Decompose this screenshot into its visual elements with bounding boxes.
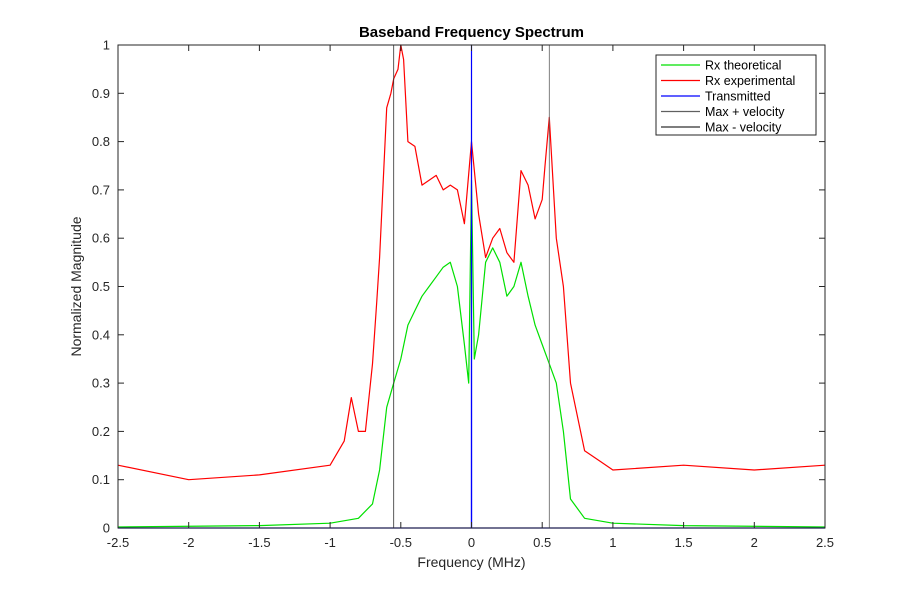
legend-label: Transmitted	[705, 90, 771, 104]
x-tick-label: 2.5	[816, 535, 834, 550]
legend-label: Max + velocity	[705, 105, 785, 119]
y-tick-label: 0.4	[92, 327, 110, 342]
x-axis: -2.5 -2 -1.5 -1 -0.5 0 0.5 1 1.5 2 2.5	[107, 45, 834, 550]
y-tick-label: 0.7	[92, 182, 110, 197]
y-tick-label: 0.5	[92, 279, 110, 294]
x-tick-label: -2	[183, 535, 195, 550]
x-tick-label: -2.5	[107, 535, 129, 550]
y-tick-label: 0.8	[92, 134, 110, 149]
x-tick-label: 0	[468, 535, 475, 550]
y-tick-label: 0	[103, 521, 110, 536]
x-tick-label: 1.5	[675, 535, 693, 550]
x-tick-label: 2	[751, 535, 758, 550]
x-axis-label: Frequency (MHz)	[417, 554, 525, 570]
legend-label: Max - velocity	[705, 121, 782, 135]
legend-box	[655, 54, 817, 136]
chart-title: Baseband Frequency Spectrum	[359, 24, 584, 41]
legend-label: Rx experimental	[705, 74, 795, 88]
series-rx-experimental	[117, 44, 826, 481]
y-tick-label: 1	[103, 38, 110, 53]
y-axis: 0 0.1 0.2 0.3 0.4 0.5 0.6 0.7 0.8 0.9 1	[92, 38, 825, 536]
y-tick-label: 0.3	[92, 376, 110, 391]
y-tick-label: 0.2	[92, 424, 110, 439]
x-tick-label: 0.5	[533, 535, 551, 550]
y-tick-label: 0.1	[92, 472, 110, 487]
x-tick-label: -1	[324, 535, 336, 550]
y-tick-label: 0.9	[92, 86, 110, 101]
reference-lines	[393, 45, 550, 528]
legend-label: Rx theoretical	[705, 59, 781, 73]
x-tick-label: -1.5	[248, 535, 270, 550]
x-tick-label: -0.5	[390, 535, 412, 550]
x-tick-label: 1	[609, 535, 616, 550]
y-tick-label: 0.6	[92, 231, 110, 246]
y-axis-label: Normalized Magnitude	[68, 216, 84, 356]
